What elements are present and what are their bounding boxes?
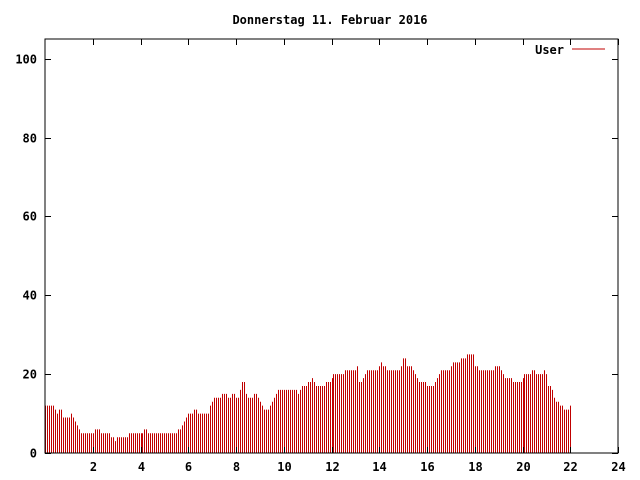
y-tick-label: 100 [15,53,37,67]
chart-title: Donnerstag 11. Februar 2016 [232,13,427,27]
y-tick-label: 20 [23,368,37,382]
legend-label-user: User [535,43,564,57]
x-axis-tick-labels: 2 4 6 8 10 12 14 16 18 20 22 24 [90,460,626,474]
y-tick-label: 80 [23,132,37,146]
x-tick-label: 24 [611,460,625,474]
x-tick-label: 10 [277,460,291,474]
x-tick-label: 20 [516,460,530,474]
x-tick-label: 12 [325,460,339,474]
legend: User [535,43,605,57]
x-tick-label: 8 [233,460,240,474]
x-tick-label: 14 [372,460,386,474]
plot-frame [44,38,619,454]
x-tick-label: 6 [185,460,192,474]
axis-ticks [45,39,619,454]
y-tick-label: 0 [30,447,37,461]
x-tick-label: 4 [138,460,145,474]
x-tick-label: 18 [468,460,482,474]
y-tick-label: 40 [23,289,37,303]
x-tick-label: 16 [420,460,434,474]
x-tick-label: 22 [563,460,577,474]
y-tick-label: 60 [23,210,37,224]
bar-series-user [45,354,571,453]
x-tick-label: 2 [90,460,97,474]
y-axis-tick-labels: 0 20 40 60 80 100 [15,53,37,461]
